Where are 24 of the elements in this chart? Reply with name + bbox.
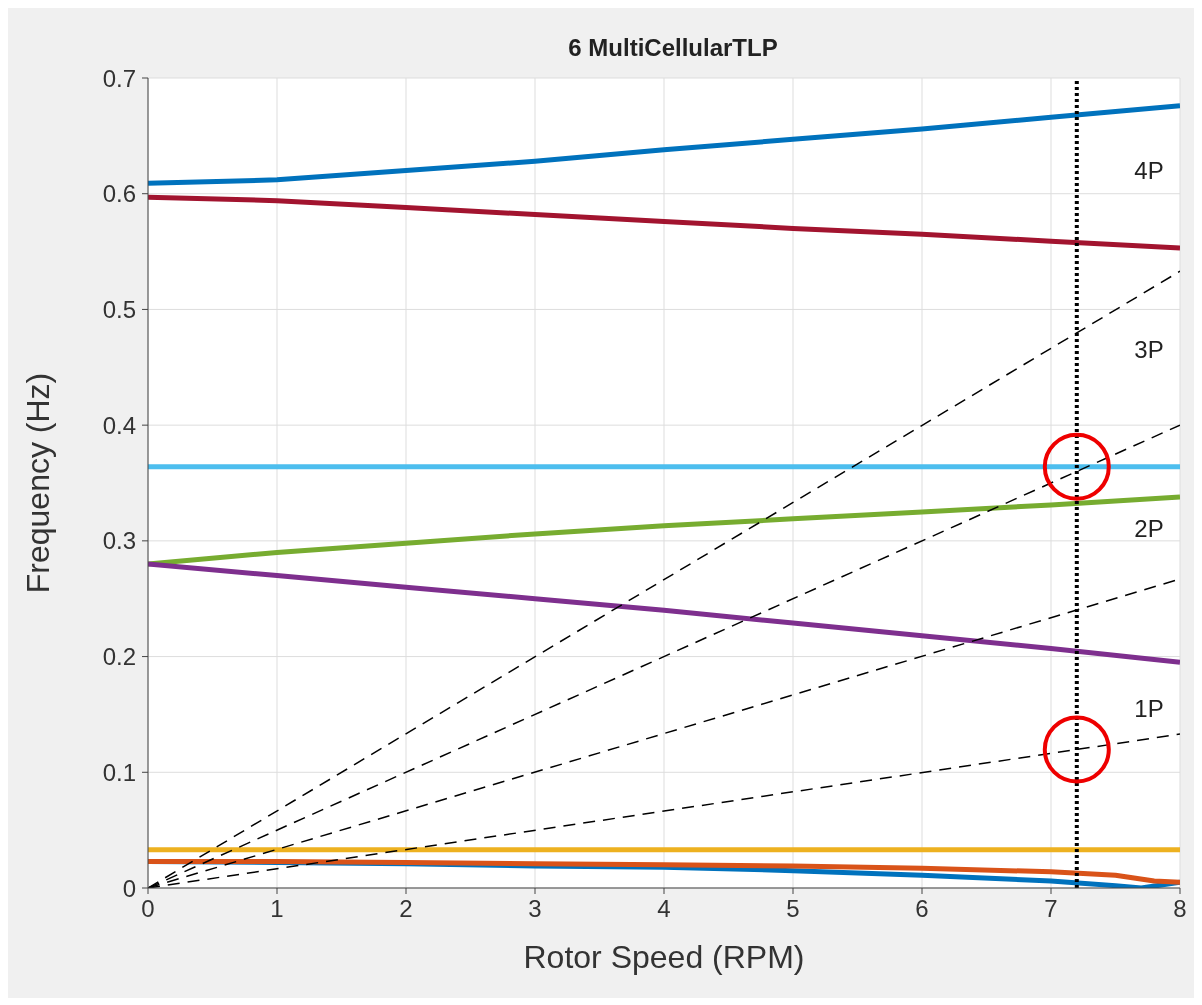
y-tick-label: 0.3 — [102, 527, 136, 555]
y-axis-title: Frequency (Hz) — [20, 372, 57, 594]
annotation: 4P — [1134, 156, 1164, 184]
y-tick-label: 0.2 — [102, 643, 136, 671]
x-tick-label: 2 — [399, 895, 413, 923]
y-tick-label: 0.5 — [102, 295, 136, 323]
chart-title: 6 MultiCellularTLP — [568, 34, 778, 61]
y-tick-label: 0.1 — [102, 758, 136, 786]
annotation: 1P — [1134, 695, 1164, 723]
annotation: 2P — [1134, 514, 1164, 542]
x-tick-label: 3 — [528, 895, 542, 923]
y-tick-label: 0.7 — [102, 64, 136, 92]
x-tick-label: 8 — [1173, 895, 1187, 923]
y-tick-label: 0.6 — [102, 180, 136, 208]
x-axis-title: Rotor Speed (RPM) — [523, 939, 805, 975]
y-tick-label: 0.4 — [102, 411, 136, 439]
x-tick-label: 1 — [270, 895, 284, 923]
x-tick-label: 0 — [141, 895, 155, 923]
x-tick-label: 4 — [657, 895, 671, 923]
x-tick-label: 6 — [915, 895, 929, 923]
y-tick-label: 0 — [122, 874, 136, 902]
x-tick-label: 5 — [786, 895, 800, 923]
annotation: 3P — [1134, 335, 1164, 363]
x-tick-label: 7 — [1044, 895, 1058, 923]
